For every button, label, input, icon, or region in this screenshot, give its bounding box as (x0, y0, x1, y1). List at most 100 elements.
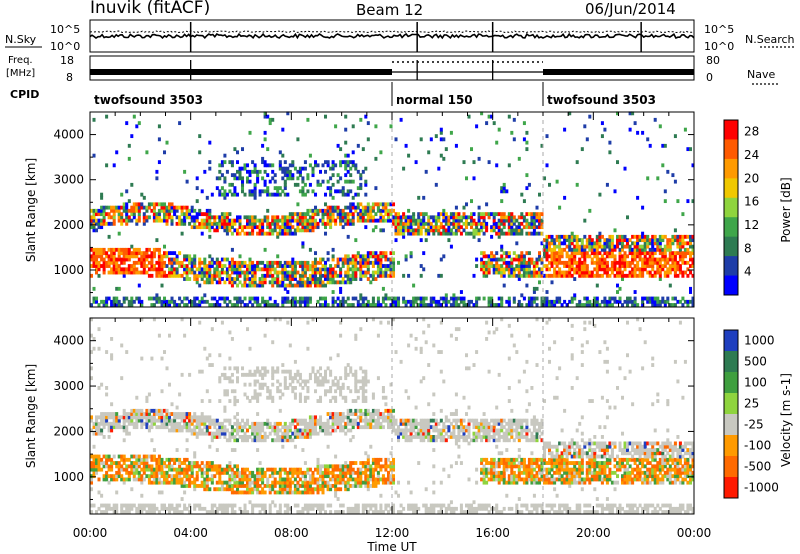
rti-cell (538, 254, 542, 259)
rti-cell (306, 484, 310, 488)
rti-cell (195, 225, 199, 230)
rti-cell (266, 221, 270, 226)
rti-cell (525, 173, 529, 178)
rti-cell (595, 303, 599, 307)
rti-cell (210, 260, 214, 265)
rti-cell (208, 215, 212, 220)
rti-cell (442, 299, 446, 304)
rti-cell (550, 303, 554, 307)
rti-cell (329, 503, 333, 508)
rti-cell (160, 415, 164, 420)
rti-cell (175, 448, 179, 452)
rti-cell (122, 415, 126, 420)
rti-cell (605, 238, 609, 243)
rti-cell (631, 260, 635, 265)
rti-cell (538, 280, 542, 285)
rti-cell (648, 143, 652, 148)
rti-cell (132, 251, 136, 256)
rti-cell (147, 480, 151, 485)
rti-cell (92, 212, 96, 217)
rti-cell (316, 506, 320, 511)
rti-cell (497, 234, 501, 239)
rti-cell (595, 270, 599, 275)
rti-cell (293, 376, 297, 381)
rti-cell (316, 221, 320, 226)
rti-cell (364, 225, 368, 230)
rti-cell (130, 470, 134, 475)
rti-cell (447, 218, 451, 223)
rti-cell (482, 251, 486, 256)
rti-cell (258, 369, 262, 374)
rti-cell (225, 296, 229, 301)
rti-cell (266, 163, 270, 168)
rti-cell (241, 264, 245, 268)
rti-cell (618, 270, 622, 275)
rti-cell (281, 299, 285, 304)
rti-cell (487, 270, 491, 275)
rti-cell (603, 264, 607, 268)
rti-cell (130, 267, 134, 272)
rti-cell (228, 260, 232, 265)
rti-cell (90, 418, 94, 423)
rti-cell (319, 372, 323, 377)
rti-cell (311, 189, 315, 194)
rti-cell (170, 273, 174, 278)
rti-cell (127, 431, 131, 436)
rti-cell (122, 247, 126, 252)
rti-cell (522, 267, 526, 272)
rti-cell (223, 296, 227, 301)
rti-cell (251, 428, 255, 433)
rti-cell (444, 147, 448, 152)
rti-cell (236, 296, 240, 301)
rti-cell (102, 303, 106, 307)
rti-cell (236, 428, 240, 433)
rti-cell (291, 215, 295, 220)
rti-cell (175, 254, 179, 259)
rti-cell (256, 448, 260, 452)
rti-cell (110, 356, 114, 361)
rti-cell (92, 221, 96, 226)
rti-cell (442, 137, 446, 142)
rti-cell (583, 270, 587, 275)
rti-cell (354, 267, 358, 272)
rti-cell (293, 283, 297, 288)
rti-cell (208, 444, 212, 449)
rti-cell (127, 503, 131, 508)
rti-cell (283, 503, 287, 508)
rti-cell (661, 251, 665, 256)
rti-cell (339, 303, 343, 307)
rti-cell (618, 260, 622, 265)
rti-cell (97, 490, 101, 495)
rti-cell (105, 506, 109, 511)
rti-cell (301, 277, 305, 281)
rti-cell (90, 333, 94, 338)
rti-cell (540, 231, 544, 236)
rti-cell (271, 283, 275, 288)
rti-cell (392, 260, 396, 265)
rti-cell (198, 464, 202, 469)
rti-cell (490, 228, 494, 233)
rti-cell (135, 267, 139, 272)
rti-cell (160, 461, 164, 465)
rti-cell (683, 127, 687, 132)
rti-cell (507, 296, 511, 301)
rti-cell (112, 218, 116, 223)
rti-cell (115, 260, 119, 265)
rti-cell (90, 257, 94, 262)
rti-cell (288, 343, 292, 348)
rti-cell (261, 421, 265, 426)
rti-cell (225, 506, 229, 511)
rti-cell (374, 251, 378, 256)
rti-cell (268, 267, 272, 272)
rti-cell (225, 487, 229, 492)
rti-cell (198, 273, 202, 278)
rti-cell (588, 238, 592, 243)
rti-cell (200, 467, 204, 472)
rti-cell (273, 438, 277, 443)
rti-cell (303, 506, 307, 511)
rti-cell (296, 270, 300, 275)
rti-cell (384, 251, 388, 256)
rti-cell (142, 467, 146, 472)
rti-cell (246, 270, 250, 275)
rti-cell (213, 425, 217, 430)
